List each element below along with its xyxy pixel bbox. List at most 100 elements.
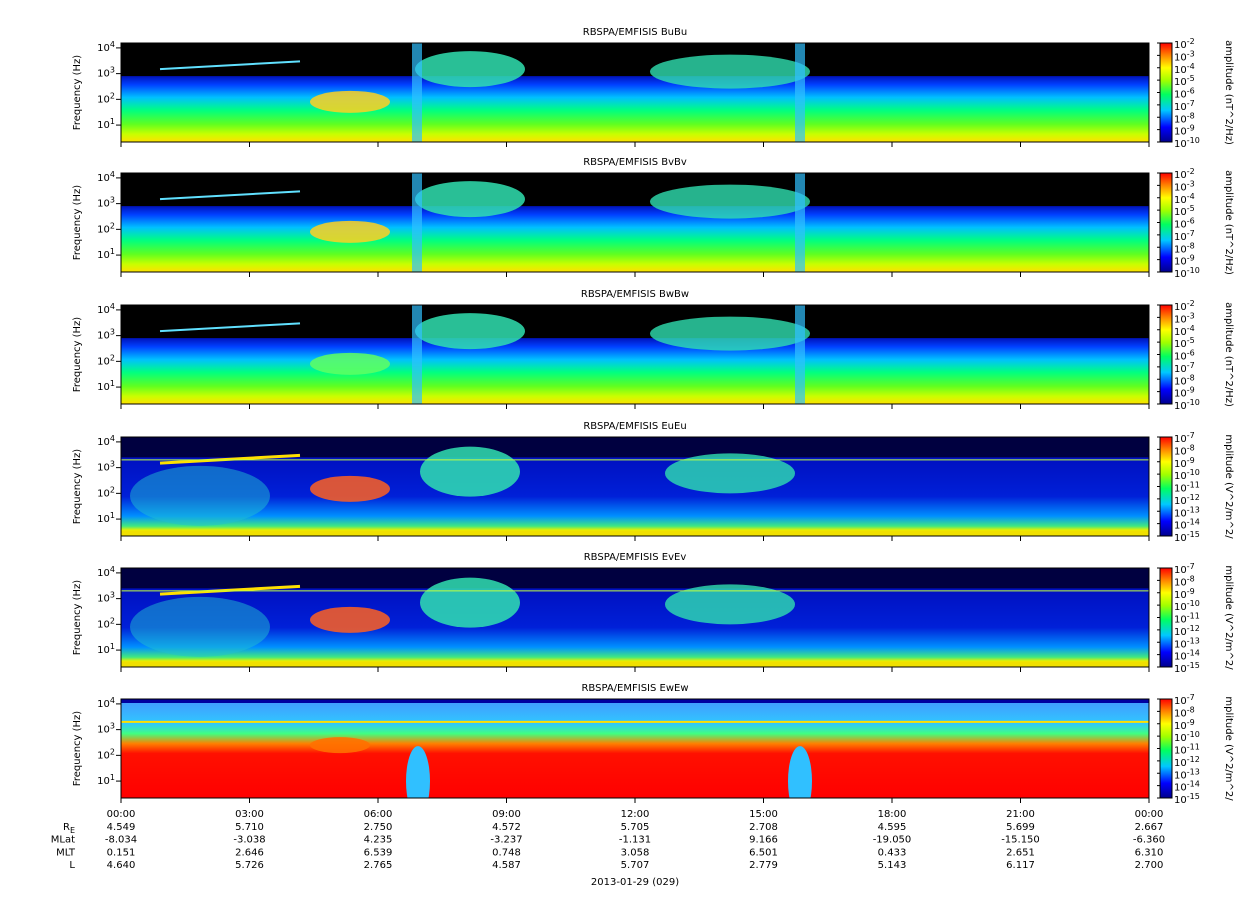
- ephemeris-value: 4.640: [107, 860, 136, 871]
- colorbar-label: mplitude (V^2/m^2/: [1223, 696, 1234, 801]
- y-tick-label: 103: [97, 459, 115, 474]
- x-tick-label: 09:00: [492, 809, 521, 820]
- colorbar-tick-label: 10-7: [1174, 562, 1195, 577]
- ephemeris-value: 2.667: [1135, 822, 1164, 833]
- y-axis-label: Frequency (Hz): [72, 55, 83, 131]
- spectrum-bg: [121, 699, 1149, 798]
- feature: [310, 352, 390, 375]
- ephemeris-value: 5.726: [235, 860, 264, 871]
- feature: [420, 446, 520, 497]
- colorbar-tick-label: 10-15: [1174, 792, 1200, 807]
- colorbar-tick-label: 10-12: [1174, 623, 1200, 638]
- ephemeris-value: 4.235: [364, 835, 393, 846]
- ephemeris-value: 5.143: [878, 860, 907, 871]
- ephemeris-value: 5.707: [621, 860, 650, 871]
- ephemeris-name: MLat: [51, 835, 75, 846]
- spectrogram: [121, 305, 1149, 404]
- x-tick-label: 12:00: [621, 809, 650, 820]
- y-axis-label: Frequency (Hz): [72, 711, 83, 787]
- y-axis-label: Frequency (Hz): [72, 449, 83, 525]
- chorus: [159, 322, 301, 333]
- colorbar-tick-label: 10-14: [1174, 779, 1200, 794]
- feature: [310, 475, 390, 502]
- ephemeris-value: 2.651: [1006, 847, 1035, 858]
- ephemeris-value: 0.433: [878, 847, 907, 858]
- y-tick-label: 102: [97, 616, 115, 631]
- colorbar-tick-label: 10-3: [1174, 179, 1195, 194]
- ephemeris-value: 2.779: [749, 860, 778, 871]
- chorus: [159, 190, 301, 201]
- feature: [310, 606, 390, 633]
- x-tick-label: 03:00: [235, 809, 264, 820]
- ephemeris-value: -15.150: [1001, 835, 1040, 846]
- colorbar-tick-label: 10-8: [1174, 373, 1195, 388]
- colorbar-tick-label: 10-5: [1174, 204, 1195, 219]
- colorbar-tick-label: 10-4: [1174, 323, 1195, 338]
- ephemeris-value: 6.117: [1006, 860, 1035, 871]
- y-tick-label: 102: [97, 353, 115, 368]
- ephemeris-value: 9.166: [749, 835, 778, 846]
- x-tick-label: 15:00: [749, 809, 778, 820]
- ephemeris-value: 2.646: [235, 847, 264, 858]
- feature: [650, 184, 810, 219]
- spectrum-top: [121, 437, 1149, 458]
- colorbar-tick-label: 10-6: [1174, 348, 1195, 363]
- colorbar-tick-label: 10-10: [1174, 730, 1200, 745]
- colorbar-tick-label: 10-11: [1174, 742, 1200, 757]
- feature: [412, 43, 422, 142]
- colorbar: [1159, 436, 1173, 537]
- spectrum-band: [121, 530, 1149, 536]
- colorbar-tick-label: 10-2: [1174, 37, 1195, 52]
- feature: [788, 746, 812, 798]
- colorbar: [1159, 172, 1173, 273]
- colorbar-tick-label: 10-15: [1174, 661, 1200, 676]
- colorbar-tick-label: 10-5: [1174, 336, 1195, 351]
- colorbar-tick-label: 10-12: [1174, 754, 1200, 769]
- colorbar-tick-label: 10-10: [1174, 398, 1200, 413]
- y-tick-label: 103: [97, 590, 115, 605]
- colorbar-label: amplitude (nT^2/Hz): [1223, 302, 1234, 407]
- x-tick-label: 06:00: [364, 809, 393, 820]
- panel-title: RBSPA/EMFISIS EwEw: [581, 683, 688, 694]
- colorbar-tick-label: 10-9: [1174, 717, 1195, 732]
- chorus: [159, 60, 301, 71]
- colorbar: [1159, 304, 1173, 405]
- colorbar-label: mplitude (V^2/m^2/: [1223, 434, 1234, 539]
- y-tick-label: 101: [97, 247, 115, 261]
- feature: [415, 181, 525, 218]
- colorbar: [1159, 698, 1173, 799]
- ephemeris-value: 0.151: [107, 847, 136, 858]
- colorbar-tick-label: 10-9: [1174, 586, 1195, 601]
- y-tick-label: 104: [97, 39, 115, 54]
- panel-title: RBSPA/EMFISIS EvEv: [584, 552, 687, 563]
- colorbar-tick-label: 10-13: [1174, 505, 1200, 520]
- feature: [665, 584, 795, 625]
- spectrum-band: [121, 661, 1149, 667]
- colorbar-tick-label: 10-10: [1174, 599, 1200, 614]
- colorbar-tick-label: 10-2: [1174, 299, 1195, 314]
- colorbar-tick-label: 10-4: [1174, 61, 1195, 76]
- ephemeris-value: 6.539: [364, 847, 393, 858]
- colorbar-label: amplitude (nT^2/Hz): [1223, 40, 1234, 145]
- y-axis-label: Frequency (Hz): [72, 185, 83, 261]
- y-tick-label: 104: [97, 564, 115, 579]
- feature: [310, 737, 370, 754]
- colorbar-tick-label: 10-11: [1174, 480, 1200, 495]
- panel-title: RBSPA/EMFISIS EuEu: [583, 421, 686, 432]
- colorbar-tick-label: 10-14: [1174, 517, 1200, 532]
- ephemeris-value: 3.058: [621, 847, 650, 858]
- colorbar-tick-label: 10-9: [1174, 385, 1195, 400]
- x-tick-label: 00:00: [107, 809, 136, 820]
- y-tick-label: 101: [97, 642, 115, 657]
- feature: [795, 43, 805, 142]
- spectrum-top: [121, 305, 1149, 339]
- x-tick-label: 21:00: [1006, 809, 1035, 820]
- feature: [665, 453, 795, 494]
- y-tick-label: 103: [97, 327, 115, 342]
- y-axis-label: Frequency (Hz): [72, 580, 83, 656]
- spectrogram: [121, 173, 1149, 272]
- ephemeris-value: 6.310: [1135, 847, 1164, 858]
- ephemeris-value: -8.034: [105, 835, 137, 846]
- colorbar-tick-label: 10-6: [1174, 86, 1195, 101]
